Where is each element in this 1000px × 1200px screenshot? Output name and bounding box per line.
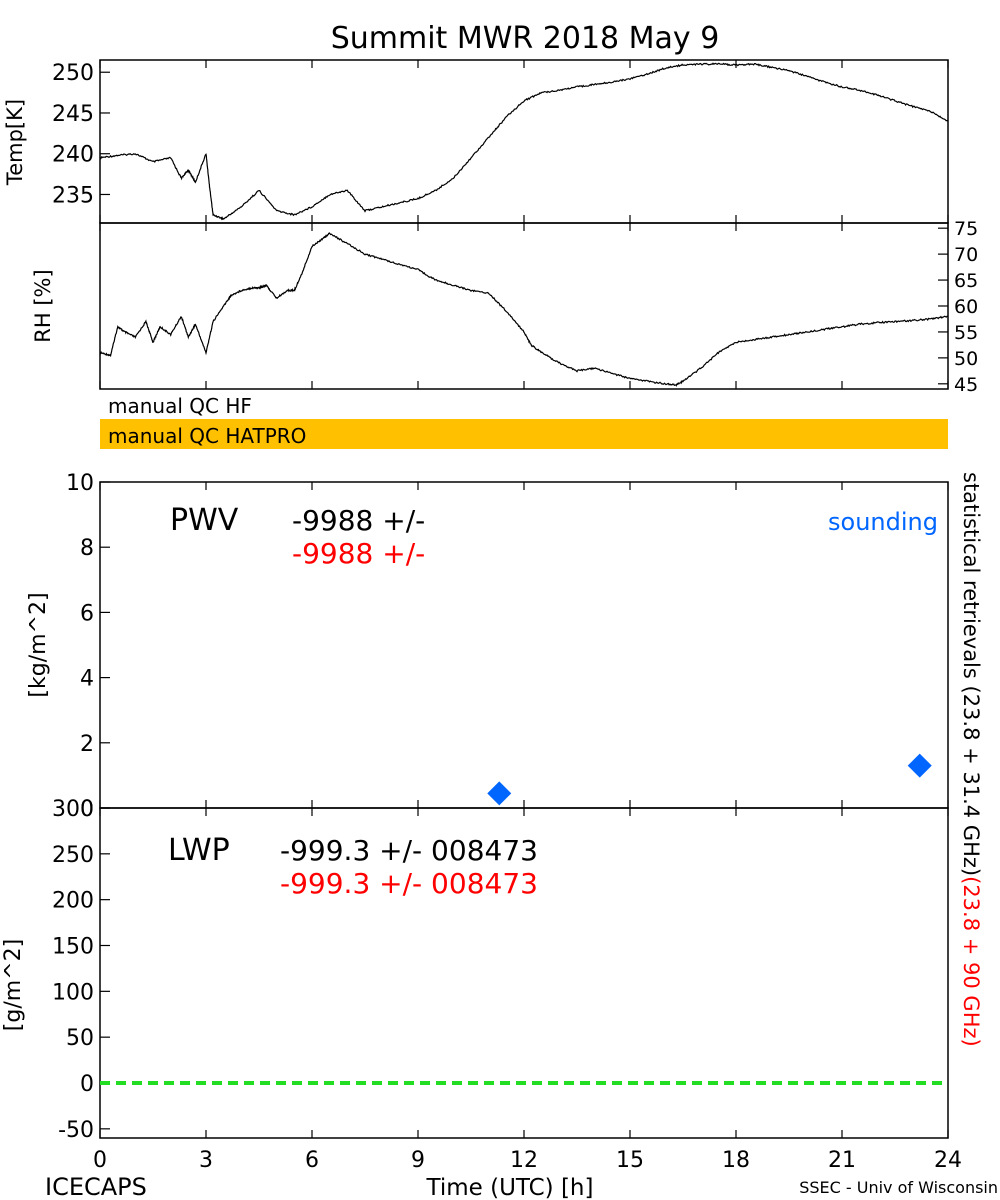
rh-frame: [99, 222, 949, 390]
x-tick-label: 21: [828, 1148, 856, 1173]
y-tick-label: 8: [80, 536, 94, 561]
y-tick-label: 235: [52, 183, 94, 208]
y-tick-label: 2: [80, 732, 94, 757]
x-tick-label: 9: [411, 1148, 425, 1173]
footer-left: ICECAPS: [45, 1173, 147, 1200]
lwp-label: LWP: [168, 833, 230, 868]
pwv-label: PWV: [170, 503, 239, 538]
y-tick-label: 250: [52, 61, 94, 86]
lwp-ylabel: [g/m^2]: [1, 939, 26, 1031]
temperature-series-line: [99, 62, 949, 221]
figure-title: Summit MWR 2018 May 9: [331, 21, 720, 56]
qc-hf-bar: [100, 391, 948, 418]
x-axis-ticks: 0 3 6 9 12 15 18 21 24: [93, 60, 962, 1173]
qc-hatpro-label: manual QC HATPRO: [108, 424, 306, 448]
rh-ylabel: RH [%]: [31, 269, 55, 342]
y-tick-label: 0: [80, 797, 94, 822]
y-tick-label: 245: [52, 102, 94, 127]
x-tick-label: 0: [93, 1148, 107, 1173]
x-tick-label: 18: [722, 1148, 750, 1173]
side-label-red: (23.8 + 90 GHz): [959, 876, 983, 1047]
pwv-ticks: 0 2 4 6 8 10: [66, 471, 110, 822]
y-tick-label: 150: [52, 935, 94, 960]
y-tick-label: 50: [954, 348, 978, 370]
rh-series-line: [99, 232, 949, 387]
y-tick-label: 70: [954, 244, 978, 266]
qc-hatpro-bar: [100, 419, 948, 449]
side-label-black: statistical retrievals (23.8 + 31.4 GHz): [959, 472, 983, 876]
x-axis-label: Time (UTC) [h]: [426, 1175, 594, 1200]
rh-panel: RH [%] 45 50 55 60 65 70 75: [31, 218, 978, 396]
pwv-legend-sounding: sounding: [828, 508, 938, 536]
y-tick-label: 240: [52, 143, 94, 168]
lwp-ticks: -50 0 50 100 150 200 250 300: [52, 797, 110, 1143]
y-tick-label: 100: [52, 980, 94, 1005]
y-tick-label: 300: [52, 797, 94, 822]
qc-hf-label: manual QC HF: [108, 394, 252, 418]
y-tick-label: -50: [58, 1118, 94, 1143]
qc-bars: manual QC HF manual QC HATPRO: [100, 391, 948, 449]
y-tick-label: 60: [954, 296, 978, 318]
temperature-frame: [99, 59, 949, 224]
rh-ticks: 45 50 55 60 65 70 75: [938, 218, 978, 396]
temperature-ticks: 235 240 245 250: [52, 61, 110, 208]
pwv-value-red: -9988 +/-: [292, 537, 425, 570]
sounding-point: [907, 753, 932, 778]
temperature-ylabel: Temp[K]: [3, 99, 27, 186]
y-tick-label: 50: [66, 1026, 94, 1051]
y-tick-label: 4: [80, 667, 94, 692]
y-tick-label: 55: [954, 322, 978, 344]
pwv-panel: [kg/m^2] 0 2 4 6 8 10 PWV -9988 +/- -9988 +/-…: [26, 471, 949, 822]
lwp-value-black: -999.3 +/- 008473: [280, 834, 538, 867]
sounding-point: [487, 781, 512, 806]
y-tick-label: 6: [80, 601, 94, 626]
pwv-value-black: -9988 +/-: [292, 504, 425, 537]
y-tick-label: 200: [52, 889, 94, 914]
x-tick-label: 6: [305, 1148, 319, 1173]
y-tick-label: 250: [52, 843, 94, 868]
y-tick-label: 0: [80, 1072, 94, 1097]
y-tick-label: 75: [954, 218, 978, 240]
lwp-value-red: -999.3 +/- 008473: [280, 867, 538, 900]
side-label: statistical retrievals (23.8 + 31.4 GHz)…: [959, 472, 983, 1047]
pwv-points: [487, 753, 932, 806]
x-tick-label: 24: [934, 1148, 962, 1173]
x-tick-label: 12: [510, 1148, 538, 1173]
footer-right: SSEC - Univ of Wisconsin: [799, 1178, 998, 1197]
y-tick-label: 10: [66, 471, 94, 496]
temperature-panel: Temp[K] 235 240 245 250: [3, 59, 949, 224]
y-tick-label: 45: [954, 374, 978, 396]
x-tick-label: 3: [199, 1148, 213, 1173]
pwv-ylabel: [kg/m^2]: [26, 592, 51, 697]
x-tick-label: 15: [616, 1148, 644, 1173]
y-tick-label: 65: [954, 270, 978, 292]
